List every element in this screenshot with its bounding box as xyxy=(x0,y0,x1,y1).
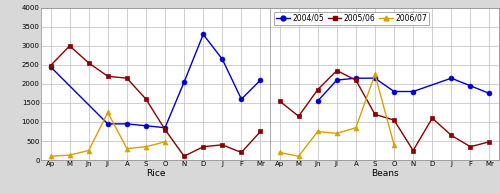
X-axis label: Beans: Beans xyxy=(370,169,398,178)
Legend: 2004/05, 2005/06, 2006/07: 2004/05, 2005/06, 2006/07 xyxy=(274,12,430,25)
X-axis label: Rice: Rice xyxy=(146,169,165,178)
